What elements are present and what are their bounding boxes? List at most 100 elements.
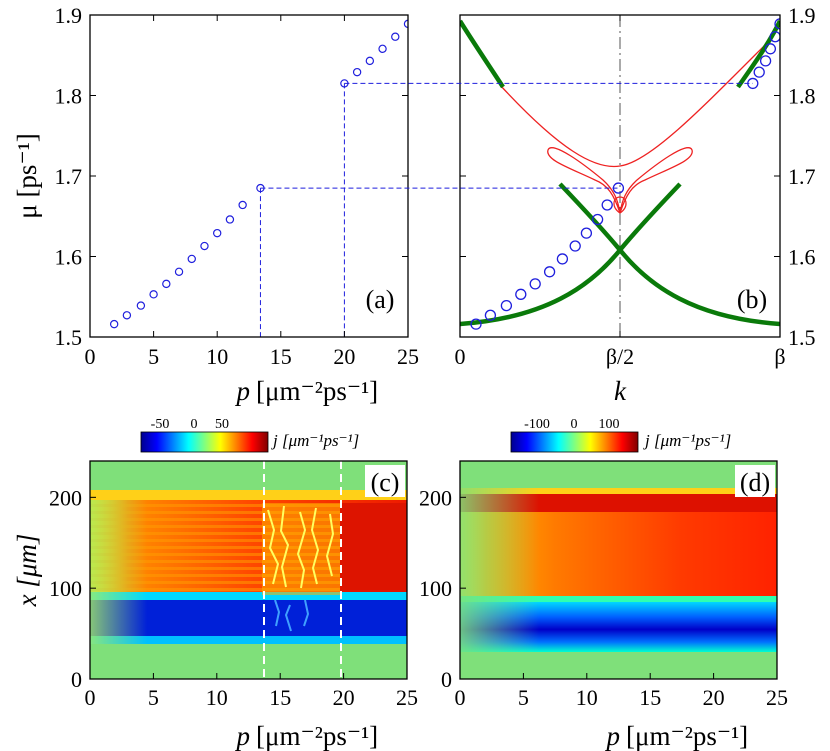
d-x-label-units: [μm⁻²ps⁻¹] xyxy=(626,721,748,751)
d-colorbar-tick: -100 xyxy=(524,417,550,432)
b-point xyxy=(470,318,482,330)
b-point xyxy=(759,55,772,67)
b-y-tick-label: 1.7 xyxy=(788,164,816,189)
d-panel-label: (d) xyxy=(740,468,770,497)
a-point xyxy=(122,311,132,320)
a-x-tick-label: 5 xyxy=(148,344,159,369)
c-x-ticks: 0 5 10 15 20 25 xyxy=(85,673,418,710)
c-x-tick-label: 20 xyxy=(333,685,355,710)
c-x-label-units: [μm⁻²ps⁻¹] xyxy=(256,721,378,751)
a-point xyxy=(212,228,222,238)
d-y-tick-label: 100 xyxy=(419,576,452,601)
guide-connectors xyxy=(260,82,753,189)
panel-b: 0 β/2 β 1.5 1.6 1.7 1.8 1.9 (b) k xyxy=(455,3,816,406)
b-y-tick-label: 1.5 xyxy=(788,325,816,350)
a-point xyxy=(109,319,119,329)
panel-a: 0 5 10 15 20 25 1.5 1.6 1.7 1.8 1.9 (a) p [μm⁻²ps… xyxy=(12,3,419,406)
c-noisy-region xyxy=(262,503,340,632)
b-y-tick-label: 1.9 xyxy=(788,3,816,28)
a-point xyxy=(187,254,196,264)
c-x-tick-label: 10 xyxy=(206,685,228,710)
c-y-label: x [μm] xyxy=(12,534,42,608)
b-x-tick-label: β xyxy=(774,344,785,369)
b-point xyxy=(753,66,765,78)
a-y-tick-label: 1.7 xyxy=(55,164,83,189)
c-panel-label: (c) xyxy=(371,468,400,497)
b-x-label: k xyxy=(614,376,627,406)
b-point xyxy=(515,288,527,300)
d-axes-frame xyxy=(459,460,778,680)
a-point xyxy=(378,44,387,54)
c-left-fade xyxy=(90,500,407,644)
c-y-tick-label: 100 xyxy=(49,576,82,601)
a-x-tick-label: 25 xyxy=(397,344,419,369)
c-y-ticks: 0 100 200 xyxy=(49,485,96,692)
b-red-loop-right xyxy=(619,147,693,214)
a-x-ticks: 0 5 10 15 20 25 xyxy=(85,15,419,369)
a-guide-lines xyxy=(259,83,345,337)
b-point xyxy=(769,31,780,43)
c-x-tick-label: 15 xyxy=(269,685,291,710)
b-green-upper-left xyxy=(460,19,505,89)
a-y-ticks: 1.5 1.6 1.7 1.8 1.9 xyxy=(55,3,408,350)
d-x-tick-label: 25 xyxy=(766,685,788,710)
d-y-tick-label: 200 xyxy=(419,485,452,510)
a-point xyxy=(365,56,375,66)
d-colorbar-label: j [μm⁻¹ps⁻¹] xyxy=(643,431,731,450)
d-colorbar-tick: 0 xyxy=(571,417,578,432)
a-y-tick-label: 1.9 xyxy=(55,3,83,28)
d-y-tick-label: 0 xyxy=(441,667,452,692)
d-y-ticks: 0 100 200 xyxy=(419,485,466,692)
a-point xyxy=(238,200,247,210)
d-colorbar: -100 0 100 j [μm⁻¹ps⁻¹] xyxy=(510,417,731,453)
b-point xyxy=(529,278,541,290)
a-x-tick-label: 10 xyxy=(206,344,228,369)
b-red-small-loop xyxy=(613,196,627,214)
a-point xyxy=(162,279,171,289)
c-colorbar-tick: 50 xyxy=(215,417,229,432)
d-x-tick-label: 0 xyxy=(455,685,466,710)
d-heatmap xyxy=(460,461,777,679)
b-red-loop-left xyxy=(547,147,621,214)
panel-d: -100 0 100 j [μm⁻¹ps⁻¹] (d) 0 5 10 15 20 25 0… xyxy=(419,417,788,751)
b-red-upper-curve xyxy=(499,39,771,168)
d-colorbar-tick: 100 xyxy=(599,417,620,432)
c-x-tick-label: 5 xyxy=(148,685,159,710)
d-left-fade xyxy=(460,488,777,652)
c-noise-lower xyxy=(274,599,310,632)
a-point xyxy=(136,301,146,310)
b-x-ticks: 0 β/2 β xyxy=(455,15,786,369)
a-point xyxy=(200,241,209,251)
c-x-label: p xyxy=(235,721,251,751)
d-x-tick-label: 5 xyxy=(518,685,529,710)
a-data-points xyxy=(109,19,408,329)
c-colorbar-tick: -50 xyxy=(151,417,170,432)
c-y-tick-label: 200 xyxy=(49,485,82,510)
a-x-tick-label: 0 xyxy=(85,344,96,369)
a-y-tick-label: 1.8 xyxy=(55,84,83,109)
c-label-box xyxy=(365,465,405,497)
panel-c: -50 0 50 j [μm⁻¹ps⁻¹] (c) 0 5 10 1 xyxy=(12,417,418,751)
b-point xyxy=(556,253,569,265)
b-point xyxy=(591,213,604,226)
b-point xyxy=(774,18,780,30)
a-point xyxy=(149,290,158,299)
b-green-rising-curve xyxy=(460,182,682,327)
a-y-tick-label: 1.5 xyxy=(55,325,83,350)
b-x-tick-label: β/2 xyxy=(606,344,634,369)
a-point xyxy=(391,32,400,41)
b-y-tick-label: 1.6 xyxy=(788,245,816,270)
c-heatmap xyxy=(90,461,407,679)
b-point xyxy=(580,227,593,239)
b-green-falling-curve xyxy=(558,182,780,327)
d-label-box xyxy=(735,465,775,497)
a-axes-frame xyxy=(89,14,409,338)
d-x-ticks: 0 5 10 15 20 25 xyxy=(455,673,788,710)
a-point xyxy=(174,267,184,276)
a-x-label-units: [μm⁻²ps⁻¹] xyxy=(256,376,378,406)
c-colorbar: -50 0 50 j [μm⁻¹ps⁻¹] xyxy=(140,417,359,453)
c-yellow-edge xyxy=(90,490,407,503)
b-point xyxy=(601,199,613,211)
a-x-label: p xyxy=(235,376,251,406)
